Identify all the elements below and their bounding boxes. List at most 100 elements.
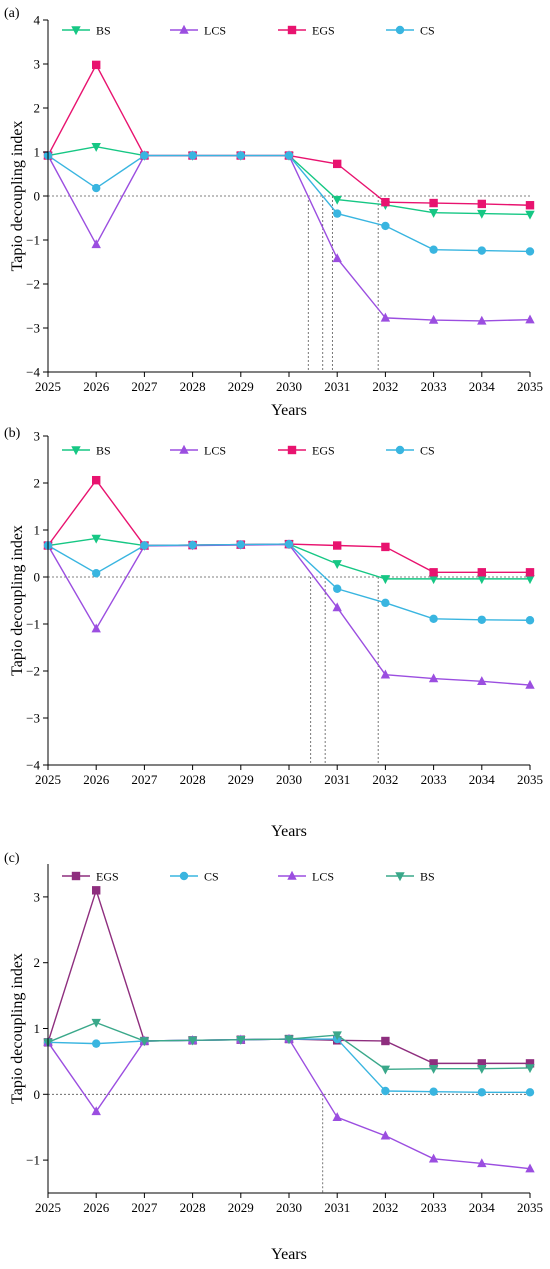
data-point-egs xyxy=(429,1059,438,1068)
data-point-egs xyxy=(381,542,390,552)
x-tick-label: 2031 xyxy=(324,772,350,787)
data-point-cs xyxy=(477,615,486,624)
data-point-lcs xyxy=(525,314,535,324)
data-point-egs xyxy=(333,159,342,169)
x-tick-label: 2026 xyxy=(83,379,110,394)
legend: EGS CS LCS BS xyxy=(62,870,435,884)
data-point-cs xyxy=(333,209,342,218)
legend-marker-egs xyxy=(71,871,81,881)
data-point-cs xyxy=(429,1087,438,1096)
data-point-lcs xyxy=(91,239,101,249)
y-tick-label: −4 xyxy=(26,758,40,773)
x-tick-label: 2025 xyxy=(35,1200,61,1215)
y-tick-label: −4 xyxy=(26,365,40,380)
y-tick-label: 1 xyxy=(34,523,41,538)
legend-label-bs: BS xyxy=(96,24,111,38)
x-tick-label: 2034 xyxy=(469,1200,496,1215)
data-point-egs xyxy=(92,60,101,70)
legend-marker-egs xyxy=(287,25,297,35)
chart-panel: (c)2025 2026 2027 2028 2029 2030 2031 2032 2033 2… xyxy=(4,851,543,1263)
data-point-cs xyxy=(429,614,438,624)
data-point-egs xyxy=(477,568,486,577)
data-point-cs xyxy=(284,539,294,549)
data-point-bs xyxy=(380,575,391,585)
data-point-bs xyxy=(91,1018,101,1028)
data-point-cs xyxy=(333,584,342,593)
x-tick-label: 2032 xyxy=(372,379,398,394)
y-tick-label: 0 xyxy=(34,1087,41,1102)
data-point-bs xyxy=(428,575,439,585)
series-line-lcs xyxy=(47,1038,531,1170)
data-point-lcs xyxy=(525,1163,535,1173)
data-point-bs xyxy=(187,1036,198,1046)
y-axis-title: Tapio decoupling index xyxy=(9,953,26,1104)
data-point-cs xyxy=(477,246,486,255)
series-line-lcs xyxy=(47,154,531,322)
series-line-cs xyxy=(47,543,531,621)
data-point-cs xyxy=(381,221,390,231)
data-point-bs xyxy=(284,1035,294,1045)
x-tick-label: 2031 xyxy=(324,1200,350,1215)
data-point-lcs xyxy=(332,602,342,612)
x-axis-title: Years xyxy=(271,823,307,840)
y-tick-label: −1 xyxy=(26,233,40,248)
data-point-egs xyxy=(381,1036,390,1046)
legend-marker-bs xyxy=(71,446,81,456)
data-point-bs xyxy=(428,1064,439,1074)
data-point-bs xyxy=(477,209,487,219)
data-point-lcs xyxy=(477,315,487,325)
x-tick-label: 2035 xyxy=(517,379,543,394)
data-point-egs xyxy=(92,475,101,485)
series-line-bs xyxy=(47,1021,531,1070)
data-point-cs xyxy=(525,616,535,625)
y-tick-label: 2 xyxy=(34,955,41,970)
data-point-bs xyxy=(477,1064,487,1074)
data-point-cs xyxy=(525,247,535,256)
y-tick-label: 3 xyxy=(34,57,41,72)
x-tick-label: 2028 xyxy=(180,772,206,787)
data-point-cs xyxy=(92,569,101,578)
panel-label: (c) xyxy=(4,851,20,866)
legend-label-lcs: LCS xyxy=(312,870,334,884)
data-point-bs xyxy=(525,210,535,220)
series-line-lcs xyxy=(47,543,531,686)
legend-label-cs: CS xyxy=(420,24,435,38)
x-tick-label: 2035 xyxy=(517,1200,543,1215)
y-axis-title: Tapio decoupling index xyxy=(9,121,26,272)
y-tick-label: 0 xyxy=(34,570,41,585)
data-point-cs xyxy=(188,540,197,550)
data-point-egs xyxy=(92,886,101,895)
legend: BS LCS EGS CS xyxy=(62,24,435,38)
x-tick-label: 2032 xyxy=(372,1200,398,1215)
data-point-bs xyxy=(332,560,342,570)
data-point-lcs xyxy=(380,1130,391,1140)
panel-label: (a) xyxy=(4,6,20,21)
data-point-lcs xyxy=(91,1106,101,1116)
data-point-egs xyxy=(477,199,486,209)
legend-label-lcs: LCS xyxy=(204,24,226,38)
data-point-bs xyxy=(525,575,535,585)
data-point-bs xyxy=(91,143,101,152)
x-tick-label: 2030 xyxy=(276,1200,302,1215)
x-tick-label: 2032 xyxy=(372,772,398,787)
y-tick-label: −1 xyxy=(26,617,40,632)
data-point-lcs xyxy=(380,669,391,679)
data-point-egs xyxy=(525,1059,535,1068)
data-point-lcs xyxy=(332,1112,342,1122)
y-axis-title: Tapio decoupling index xyxy=(9,525,26,676)
y-tick-label: −3 xyxy=(26,711,40,726)
legend-label-cs: CS xyxy=(204,870,219,884)
x-axis-title: Years xyxy=(271,1246,307,1263)
legend-marker-cs xyxy=(179,871,189,881)
series-line-cs xyxy=(47,1038,530,1094)
data-point-cs xyxy=(477,1088,486,1097)
y-tick-label: 2 xyxy=(34,476,41,491)
data-point-bs xyxy=(91,534,101,544)
legend-marker-bs xyxy=(71,26,81,36)
data-point-lcs xyxy=(428,673,439,683)
data-point-bs xyxy=(236,1035,246,1045)
legend-marker-cs xyxy=(395,25,405,35)
data-point-bs xyxy=(380,1065,391,1075)
x-tick-label: 2033 xyxy=(421,379,447,394)
